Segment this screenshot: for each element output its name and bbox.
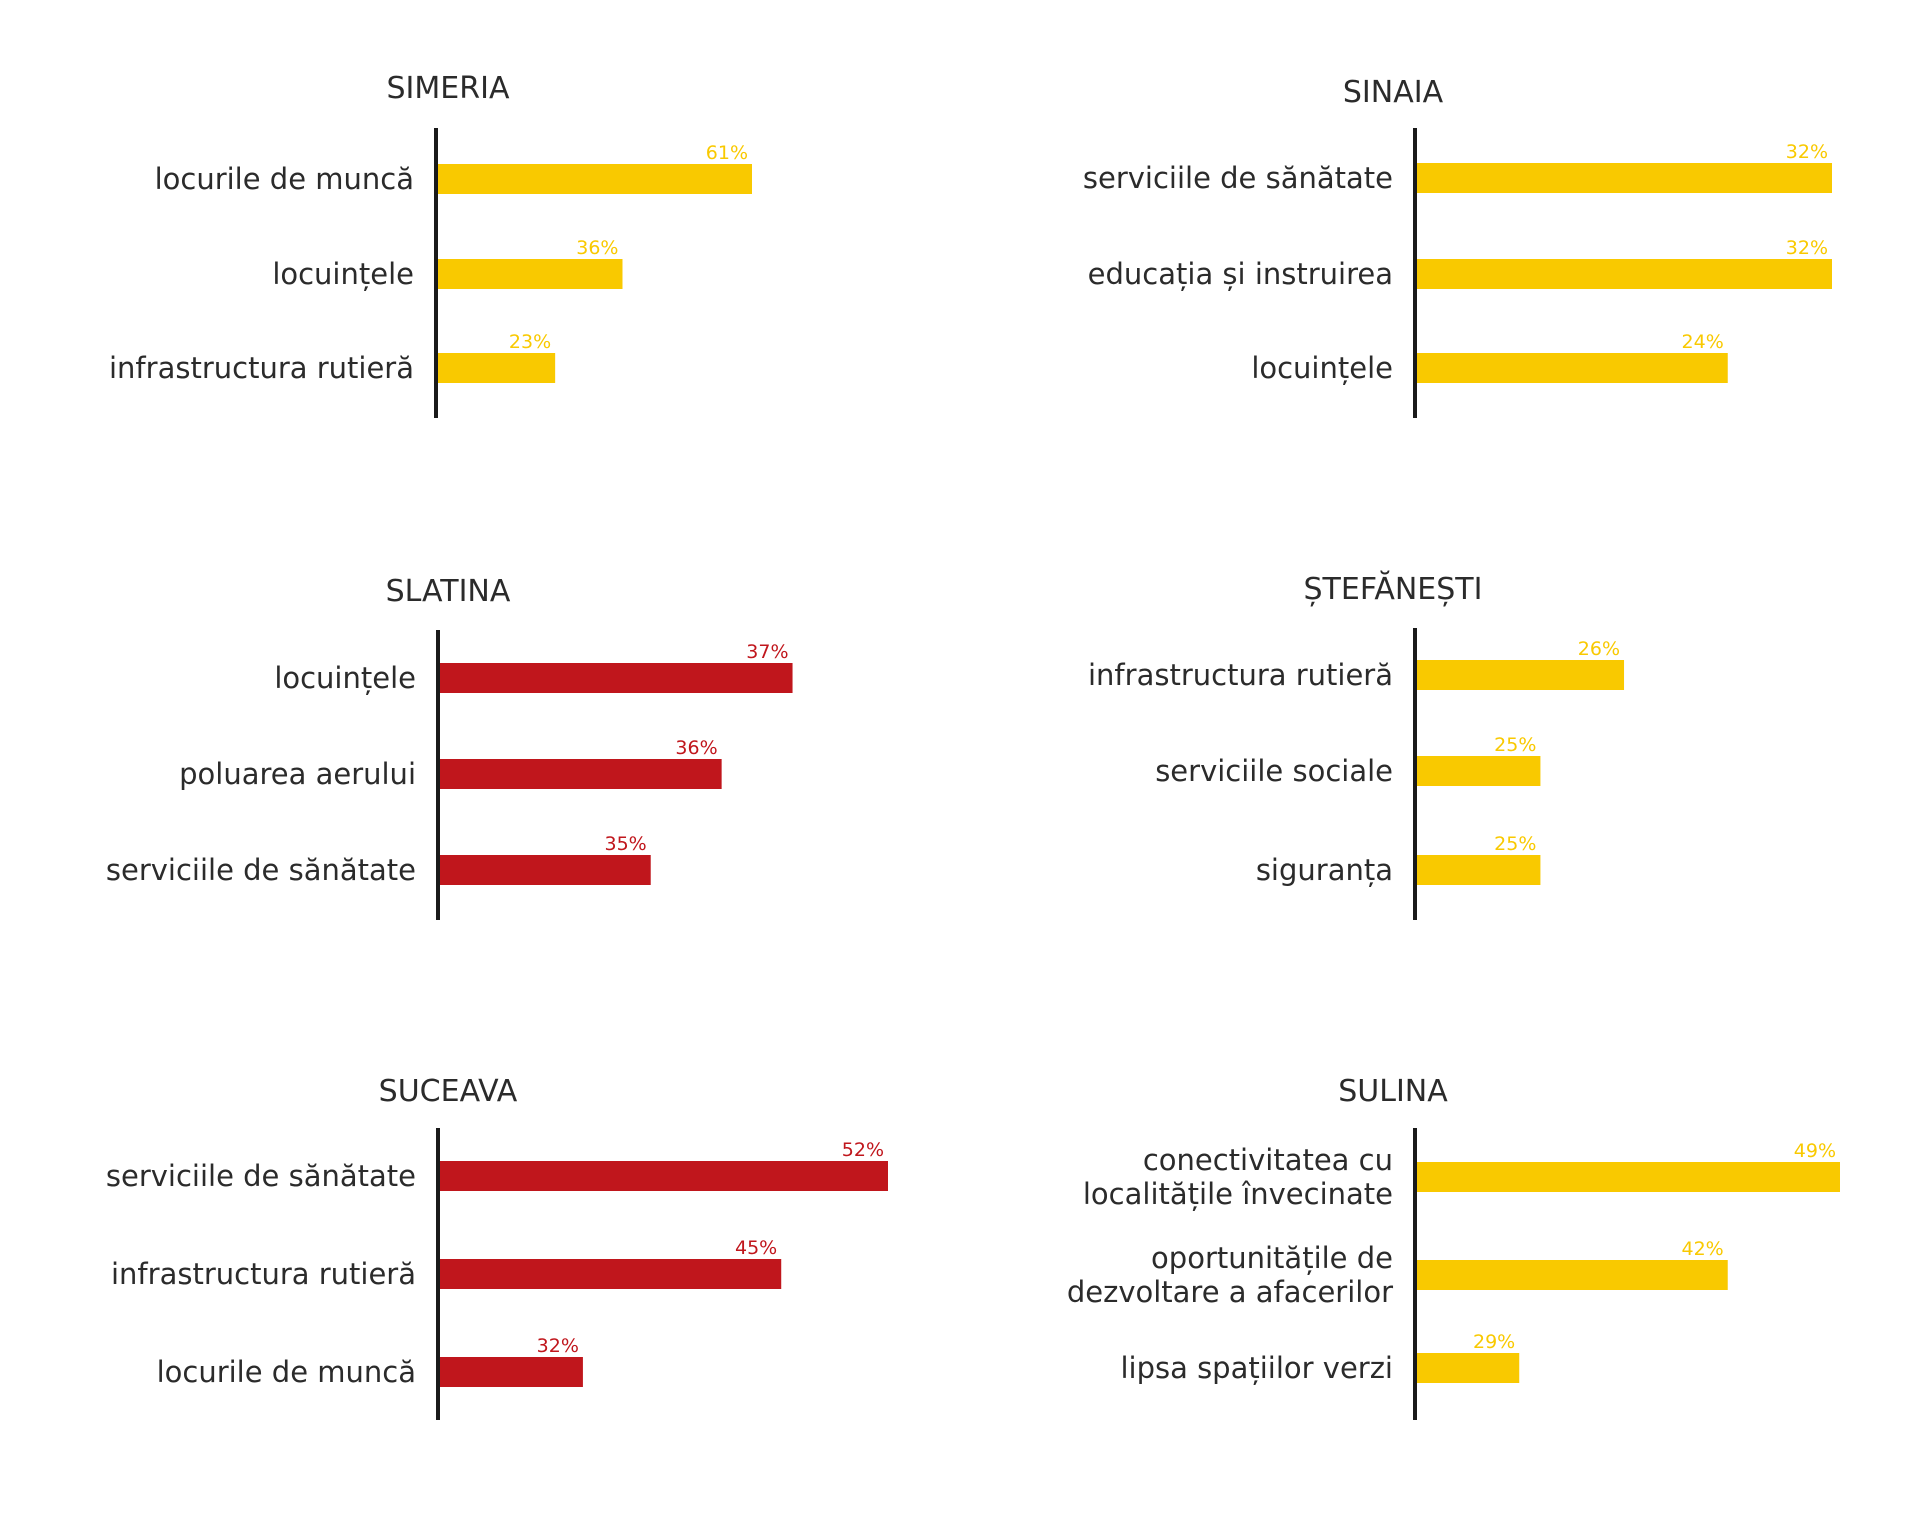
value-label: 26% (1578, 638, 1620, 660)
value-label: 23% (509, 331, 551, 353)
category-label: serviciile de sănătate (1083, 161, 1393, 195)
category-label: localitățile învecinate (1083, 1177, 1393, 1211)
bar (1415, 1162, 1840, 1192)
chart-panel: ȘTEFĂNEȘTI 26% infrastructura rutieră 25% se… (1088, 570, 1625, 920)
value-label: 29% (1473, 1331, 1515, 1353)
value-label: 32% (1786, 237, 1828, 259)
value-label: 24% (1682, 331, 1724, 353)
category-label: oportunitățile de (1151, 1241, 1393, 1275)
category-label: poluarea aerului (179, 757, 416, 791)
bar (1415, 1353, 1520, 1383)
bar (436, 353, 556, 383)
category-label: locuințele (1251, 351, 1393, 385)
chart-title: SINAIA (1343, 75, 1444, 110)
value-label: 52% (842, 1139, 884, 1161)
bar (438, 663, 793, 693)
category-label: locuințele (274, 661, 416, 695)
category-label: siguranța (1256, 853, 1393, 887)
category-label: educația și instruirea (1088, 257, 1393, 291)
bar (1415, 163, 1832, 193)
value-label: 49% (1794, 1140, 1836, 1162)
bar (438, 759, 722, 789)
value-label: 36% (675, 737, 717, 759)
category-label: serviciile sociale (1155, 754, 1393, 788)
category-label: conectivitatea cu (1143, 1143, 1393, 1177)
bar (438, 855, 651, 885)
value-label: 37% (746, 641, 788, 663)
bar (438, 1357, 583, 1387)
chart-panel: SINAIA 32% serviciile de sănătate 32% educaț… (1083, 75, 1832, 418)
chart-title: ȘTEFĂNEȘTI (1304, 570, 1483, 607)
value-label: 42% (1682, 1238, 1724, 1260)
category-label: infrastructura rutieră (111, 1257, 416, 1291)
chart-title: SULINA (1338, 1074, 1448, 1109)
category-label: locurile de muncă (155, 162, 414, 196)
value-label: 36% (576, 237, 618, 259)
category-label: locuințele (272, 257, 414, 291)
bar (1415, 353, 1728, 383)
value-label: 32% (1786, 141, 1828, 163)
category-label: locurile de muncă (157, 1355, 416, 1389)
category-label: infrastructura rutieră (109, 351, 414, 385)
chart-panel: SLATINA 37% locuințele 36% poluarea aerului 3… (106, 574, 793, 920)
category-label: dezvoltare a afacerilor (1067, 1275, 1393, 1309)
bar (438, 1161, 888, 1191)
value-label: 32% (537, 1335, 579, 1357)
value-label: 25% (1494, 734, 1536, 756)
category-label: serviciile de sănătate (106, 853, 416, 887)
category-label: serviciile de sănătate (106, 1159, 416, 1193)
chart-panel: SIMERIA 61% locurile de muncă 36% locuințele… (109, 71, 752, 418)
bar (1415, 855, 1541, 885)
value-label: 45% (735, 1237, 777, 1259)
bar (436, 259, 623, 289)
value-label: 61% (706, 142, 748, 164)
bar (1415, 1260, 1728, 1290)
bar (438, 1259, 782, 1289)
chart-title: SLATINA (386, 574, 511, 609)
value-label: 25% (1494, 833, 1536, 855)
bar (1415, 259, 1832, 289)
bar (1415, 660, 1625, 690)
bar (436, 164, 752, 194)
bar (1415, 756, 1541, 786)
chart-title: SUCEAVA (379, 1074, 518, 1109)
chart-title: SIMERIA (387, 71, 510, 106)
category-label: infrastructura rutieră (1088, 658, 1393, 692)
chart-panel: SUCEAVA 52% serviciile de sănătate 45% infra… (106, 1074, 888, 1420)
value-label: 35% (604, 833, 646, 855)
category-label: lipsa spațiilor verzi (1120, 1351, 1393, 1385)
